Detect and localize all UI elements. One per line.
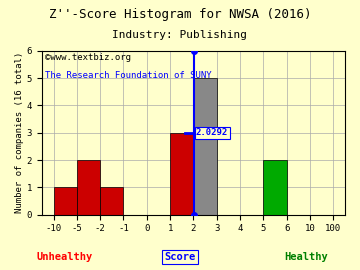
Text: Score: Score bbox=[165, 252, 195, 262]
Text: ©www.textbiz.org: ©www.textbiz.org bbox=[45, 53, 131, 62]
Bar bbox=[264, 160, 287, 215]
Bar bbox=[77, 160, 100, 215]
Bar bbox=[100, 187, 123, 215]
Bar bbox=[170, 133, 193, 215]
Bar bbox=[54, 187, 77, 215]
Text: Industry: Publishing: Industry: Publishing bbox=[112, 30, 248, 40]
Text: Z''-Score Histogram for NWSA (2016): Z''-Score Histogram for NWSA (2016) bbox=[49, 8, 311, 21]
Text: The Research Foundation of SUNY: The Research Foundation of SUNY bbox=[45, 70, 212, 80]
Text: Healthy: Healthy bbox=[284, 252, 328, 262]
Y-axis label: Number of companies (16 total): Number of companies (16 total) bbox=[15, 52, 24, 213]
Bar bbox=[193, 78, 217, 215]
Text: Unhealthy: Unhealthy bbox=[37, 252, 93, 262]
Text: 2.0292: 2.0292 bbox=[196, 128, 228, 137]
